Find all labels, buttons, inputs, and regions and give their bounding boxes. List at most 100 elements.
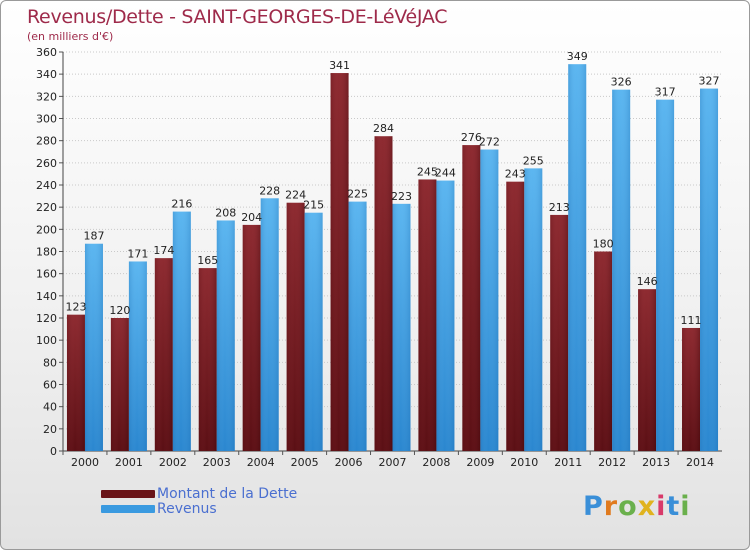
bar-revenue-shade [348, 201, 367, 451]
bar-revenue-shade [216, 220, 235, 451]
data-label-debt: 180 [593, 238, 614, 251]
logo-letter: P [583, 491, 604, 522]
data-label-debt: 120 [109, 304, 130, 317]
x-tick-label: 2000 [71, 456, 99, 469]
y-tick-label: 300 [36, 113, 57, 126]
data-label-revenue: 187 [83, 230, 104, 243]
bars-layer [66, 64, 719, 452]
data-label-debt: 341 [329, 59, 350, 72]
x-tick-label: 2003 [203, 456, 231, 469]
data-label-revenue: 208 [215, 206, 236, 219]
y-tick-label: 340 [36, 68, 57, 81]
bar-debt-shade [286, 202, 305, 451]
data-label-revenue: 244 [435, 167, 456, 180]
bar-revenue-shade [172, 211, 191, 451]
bar-revenue-shade [436, 180, 455, 452]
proxiti-logo: Proxiti [583, 491, 691, 522]
y-tick-label: 280 [36, 135, 57, 148]
legend-swatch-debt [101, 490, 155, 498]
bar-debt-shade [154, 258, 173, 451]
data-label-debt: 224 [285, 189, 306, 202]
data-label-debt: 245 [417, 165, 438, 178]
y-tick-label: 220 [36, 201, 57, 214]
bar-debt-shade [374, 136, 393, 451]
bar-debt-shade [550, 214, 569, 451]
y-tick-label: 260 [36, 157, 57, 170]
x-tick-label: 2004 [247, 456, 275, 469]
data-label-revenue: 215 [303, 199, 324, 212]
bar-debt-shade [418, 179, 437, 452]
x-tick-label: 2013 [642, 456, 670, 469]
bar-revenue-shade [84, 243, 103, 451]
x-tick-label: 2012 [598, 456, 626, 469]
data-label-revenue: 216 [171, 198, 192, 211]
x-tick-label: 2008 [422, 456, 450, 469]
data-label-revenue: 272 [479, 136, 500, 149]
x-tick-label: 2010 [510, 456, 538, 469]
y-tick-label: 120 [36, 312, 57, 325]
y-tick-label: 100 [36, 334, 57, 347]
x-tick-label: 2009 [466, 456, 494, 469]
y-tick-label: 60 [43, 379, 57, 392]
data-label-debt: 174 [153, 244, 174, 257]
bar-debt-shade [66, 314, 85, 451]
data-label-revenue: 255 [523, 154, 544, 167]
logo-letter: i [680, 491, 691, 522]
bar-revenue-shade [392, 203, 411, 451]
legend-label-revenue: Revenus [157, 501, 217, 517]
bar-revenue-shade [568, 64, 587, 452]
bar-debt-shade [110, 318, 129, 451]
y-tick-label: 80 [43, 356, 57, 369]
bar-revenue-shade [260, 198, 279, 451]
x-tick-label: 2006 [335, 456, 363, 469]
data-label-debt: 111 [681, 314, 702, 327]
chart-title: Revenus/Dette - SAINT-GEORGES-DE-LéVéJAC [27, 6, 448, 28]
y-tick-label: 0 [50, 445, 57, 458]
x-tick-label: 2007 [379, 456, 407, 469]
bar-debt-shade [330, 73, 349, 451]
bar-revenue-shade [700, 88, 719, 451]
y-tick-label: 320 [36, 90, 57, 103]
x-tick-label: 2011 [554, 456, 582, 469]
chart-subtitle: (en milliers d'€) [27, 30, 114, 43]
logo-letter: r [603, 491, 619, 522]
x-tick-label: 2002 [159, 456, 187, 469]
y-tick-label: 180 [36, 246, 57, 259]
logo-letter: x [637, 491, 657, 522]
data-label-revenue: 171 [127, 247, 148, 260]
logo-letter: o [618, 491, 638, 522]
logo-letter: i [656, 491, 667, 522]
data-label-revenue: 349 [567, 50, 588, 63]
legend-label-debt: Montant de la Dette [157, 486, 298, 502]
y-tick-label: 240 [36, 179, 57, 192]
bar-revenue-shade [128, 261, 147, 451]
bar-debt-shade [506, 181, 525, 452]
logo-letter: t [666, 491, 681, 522]
data-label-debt: 146 [637, 275, 658, 288]
data-label-revenue: 317 [655, 86, 676, 99]
bar-debt-shade [242, 224, 261, 451]
data-label-debt: 165 [197, 254, 218, 267]
bar-debt-shade [198, 268, 217, 451]
bar-revenue-shade [612, 89, 631, 451]
bar-revenue-shade [304, 212, 323, 451]
y-tick-label: 20 [43, 423, 57, 436]
data-label-debt: 123 [65, 301, 86, 314]
bar-debt-shade [462, 145, 481, 451]
bar-revenue-shade [480, 149, 499, 452]
bar-debt-shade [594, 251, 613, 451]
bar-debt-shade [682, 327, 701, 451]
y-tick-label: 140 [36, 290, 57, 303]
data-label-revenue: 223 [391, 190, 412, 203]
data-label-debt: 284 [373, 122, 394, 135]
data-label-revenue: 326 [611, 76, 632, 89]
legend-swatch-revenue [101, 505, 155, 513]
data-label-debt: 204 [241, 211, 262, 224]
labels-layer: 2000 123 187 2001 120 171 2002 174 216 2003 165 208… [65, 50, 719, 469]
data-label-revenue: 228 [259, 184, 280, 197]
y-tick-label: 40 [43, 401, 57, 414]
x-tick-label: 2014 [686, 456, 714, 469]
y-tick-label: 200 [36, 223, 57, 236]
